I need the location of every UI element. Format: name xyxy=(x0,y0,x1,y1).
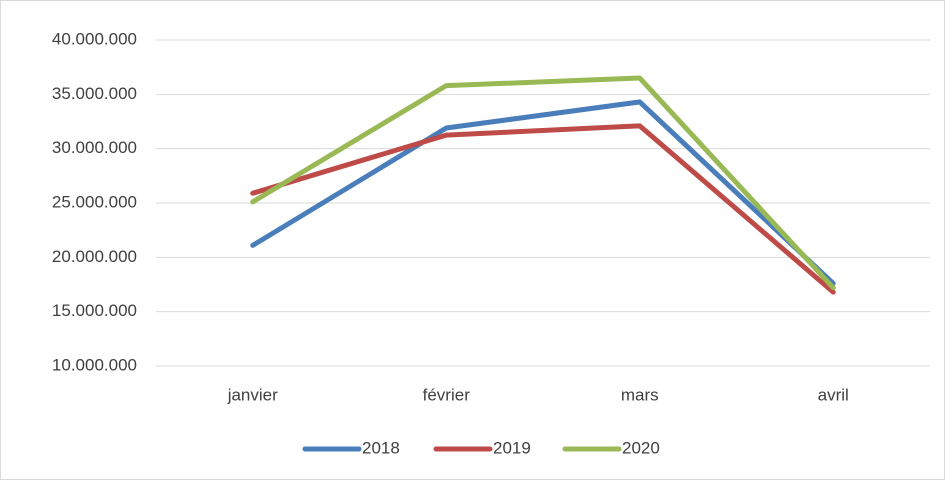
y-tick-label: 25.000.000 xyxy=(52,192,137,211)
series-line xyxy=(250,123,836,295)
x-tick-label: février xyxy=(423,385,471,404)
y-tick-label: 20.000.000 xyxy=(52,247,137,266)
y-tick-label: 40.000.000 xyxy=(52,29,137,48)
legend-label: 2018 xyxy=(362,438,400,457)
legend-label: 2020 xyxy=(622,438,660,457)
series-line xyxy=(250,99,836,286)
y-tick-label: 35.000.000 xyxy=(52,84,137,103)
x-tick-label: janvier xyxy=(227,385,278,404)
series-line xyxy=(250,75,836,291)
y-tick-label: 10.000.000 xyxy=(52,355,137,374)
x-tick-label: mars xyxy=(621,385,659,404)
legend-label: 2019 xyxy=(493,438,531,457)
y-tick-label: 15.000.000 xyxy=(52,301,137,320)
y-tick-label: 30.000.000 xyxy=(52,138,137,157)
x-tick-label: avril xyxy=(818,385,849,404)
